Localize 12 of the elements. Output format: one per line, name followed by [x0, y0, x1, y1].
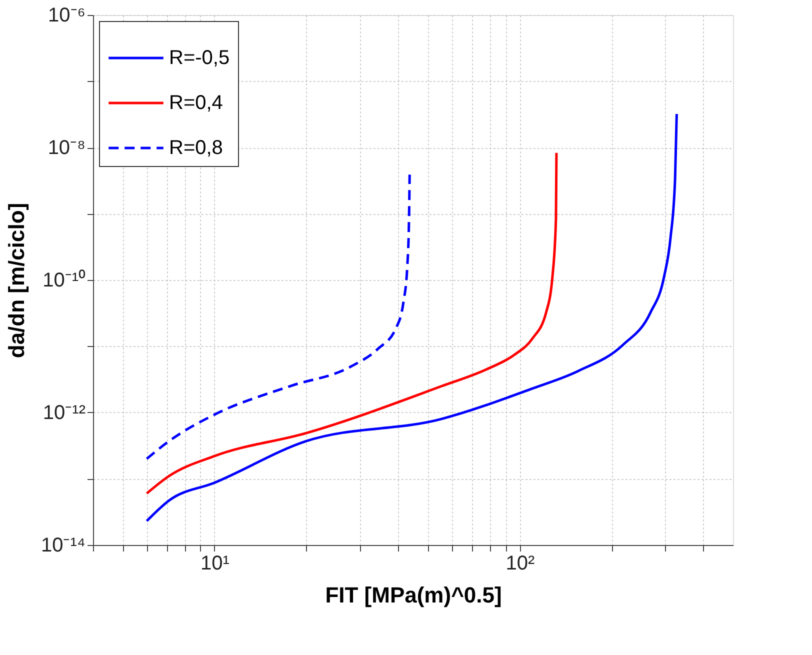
x-tick-label: 10¹	[200, 552, 230, 574]
y-tick-label: 10⁻¹⁴	[41, 534, 86, 556]
y-tick-label: 10⁻⁶	[48, 4, 86, 26]
x-tick-label: 10²	[506, 552, 535, 574]
y-tick-label: 10⁻⁸	[48, 137, 86, 159]
legend-label: R=0,4	[169, 92, 223, 114]
y-tick-label: 10⁻¹⁰	[42, 268, 86, 292]
y-axis-title: da/dn [m/ciclo]	[4, 202, 29, 358]
legend-label: R=-0,5	[169, 47, 230, 69]
y-tick-label: 10⁻¹²	[42, 402, 86, 424]
x-axis-title: FIT [MPa(m)^0.5]	[325, 582, 502, 608]
legend-label: R=0,8	[169, 137, 223, 159]
